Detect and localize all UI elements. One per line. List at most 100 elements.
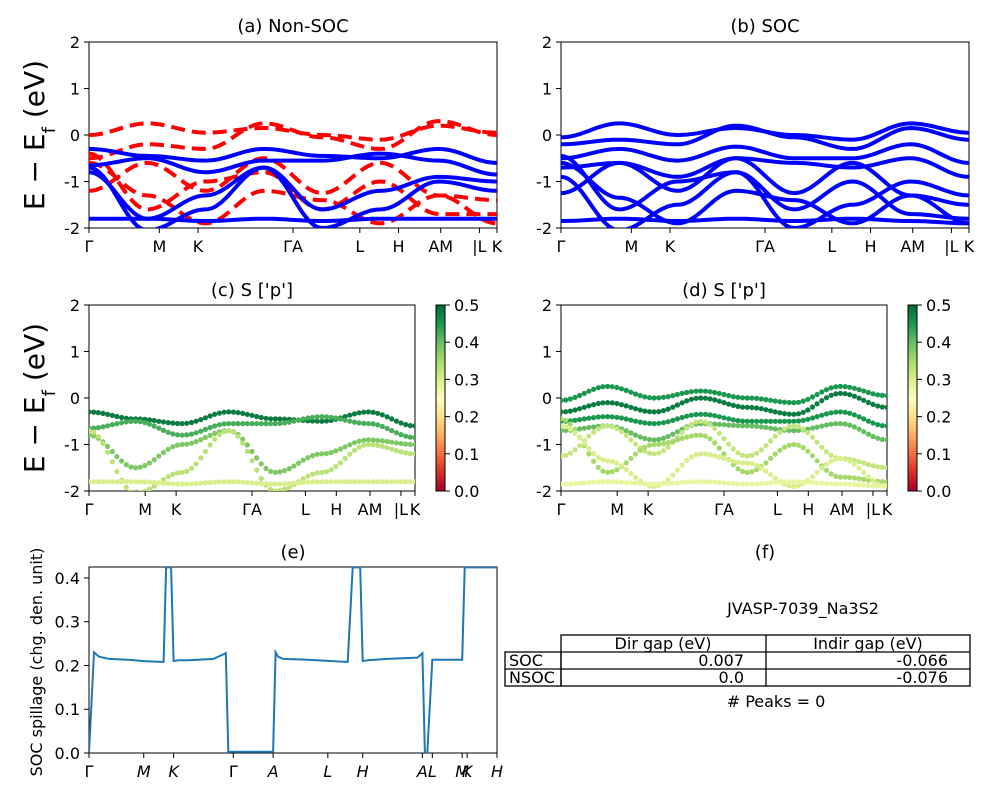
band-point-d-7 <box>772 479 778 486</box>
band-point-d-5 <box>665 440 671 446</box>
band-point-c-4 <box>333 479 339 485</box>
band-point-c-3 <box>170 471 176 477</box>
band-point-c-0 <box>95 410 101 416</box>
band-point-c-4 <box>379 479 385 485</box>
band-point-d-5 <box>749 469 755 475</box>
colorbar-c-gradient <box>435 304 446 492</box>
band-point-d-0 <box>665 394 671 400</box>
band-point-c-1 <box>170 431 176 437</box>
band-point-d-7 <box>581 480 587 486</box>
band-point-c-2 <box>356 438 362 444</box>
band-point-d-1 <box>591 402 597 408</box>
band-point-d-1 <box>623 403 629 409</box>
band-point-c-3 <box>333 464 339 470</box>
panel-a-bands <box>89 119 497 228</box>
band-point-c-4 <box>184 481 190 487</box>
band-point-c-2 <box>412 441 415 448</box>
band-point-d-7 <box>879 483 885 489</box>
band-point-c-3 <box>193 461 199 467</box>
panel-c-xtick-label: AM <box>358 500 383 519</box>
band-point-d-4 <box>795 424 802 430</box>
band-point-c-3 <box>212 436 218 442</box>
band-point-c-4 <box>403 479 409 485</box>
band-point-c-2 <box>296 460 302 466</box>
band-point-c-0 <box>258 414 264 421</box>
band-point-d-4 <box>763 443 769 449</box>
band-point-d-5 <box>842 474 848 480</box>
band-point-d-4 <box>768 438 774 444</box>
panel-b-bands <box>561 121 969 228</box>
band-point-d-6 <box>861 469 867 475</box>
band-point-d-3 <box>791 428 797 434</box>
band-point-c-4 <box>365 479 371 485</box>
panel-d-xtick-label: |L <box>866 500 880 519</box>
band-point-d-3 <box>740 423 746 429</box>
band-point-c-4 <box>235 479 241 485</box>
band-point-c-1 <box>305 415 311 421</box>
band-point-d-1 <box>684 398 690 404</box>
band-point-d-5 <box>777 447 783 453</box>
band-point-c-0 <box>230 409 236 415</box>
band-point-c-4 <box>282 481 288 487</box>
band-point-d-5 <box>656 441 662 447</box>
band-point-d-1 <box>884 404 887 410</box>
spillage-ylabel: SOC spillage (chg. den. unit) <box>27 548 46 777</box>
band-point-d-1 <box>823 395 830 401</box>
band-point-d-0 <box>656 395 662 401</box>
band-point-c-2 <box>333 448 339 454</box>
band-point-d-6 <box>563 424 569 430</box>
band-point-d-1 <box>875 403 881 409</box>
band-point-c-3 <box>384 445 390 451</box>
band-point-c-2 <box>300 457 306 463</box>
band-point-c-1 <box>407 434 413 440</box>
band-point-c-3 <box>89 428 92 434</box>
band-point-c-0 <box>174 420 181 427</box>
band-point-c-3 <box>179 469 185 475</box>
band-point-c-2 <box>319 451 325 457</box>
band-point-c-2 <box>375 437 381 443</box>
band-point-d-1 <box>800 409 806 415</box>
band-line-a-1 <box>89 119 497 161</box>
band-point-d-5 <box>851 475 858 481</box>
band-point-c-3 <box>403 450 409 456</box>
band-point-c-3 <box>351 447 358 453</box>
band-point-d-4 <box>600 424 606 430</box>
band-point-c-1 <box>282 420 288 426</box>
band-point-d-2 <box>642 420 648 426</box>
band-point-d-5 <box>786 442 792 448</box>
band-point-c-4 <box>337 479 344 485</box>
band-point-d-2 <box>754 418 760 424</box>
band-point-c-1 <box>165 429 171 435</box>
band-point-c-1 <box>314 414 320 420</box>
band-point-d-7 <box>814 480 820 486</box>
band-line-b-4 <box>561 156 969 207</box>
band-point-c-1 <box>254 421 260 427</box>
band-point-d-1 <box>679 400 685 406</box>
band-point-c-4 <box>114 479 120 485</box>
band-point-d-6 <box>772 475 778 481</box>
band-point-c-1 <box>412 434 415 441</box>
band-point-d-7 <box>563 481 569 487</box>
panel-d-xtick-label: K <box>882 500 893 519</box>
colorbar-d-gradient <box>907 304 918 492</box>
band-point-d-0 <box>842 384 848 390</box>
band-point-d-4 <box>726 441 732 447</box>
band-point-d-4 <box>707 422 713 428</box>
band-point-d-0 <box>805 396 811 402</box>
colorbar-d-tick-label: 0.4 <box>926 333 951 352</box>
band-point-d-7 <box>768 480 774 486</box>
band-line-b-2 <box>561 142 969 165</box>
band-point-d-3 <box>875 435 881 441</box>
band-point-d-5 <box>879 479 885 485</box>
band-point-d-7 <box>875 483 881 489</box>
band-point-c-0 <box>151 417 157 424</box>
panel-d-points <box>561 383 887 489</box>
band-point-c-2 <box>314 451 320 457</box>
band-point-d-0 <box>791 400 797 406</box>
band-point-d-6 <box>837 455 844 461</box>
band-point-d-1 <box>563 409 569 415</box>
band-point-d-0 <box>637 393 643 399</box>
band-point-d-2 <box>735 418 741 424</box>
band-point-d-3 <box>819 423 825 429</box>
band-point-d-6 <box>595 454 601 460</box>
